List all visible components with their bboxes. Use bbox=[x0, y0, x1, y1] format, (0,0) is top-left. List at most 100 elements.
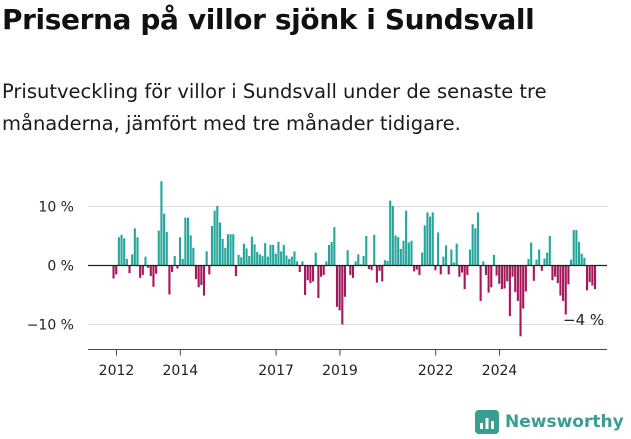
bar bbox=[213, 210, 216, 266]
bar bbox=[314, 252, 317, 266]
bar bbox=[274, 253, 277, 266]
bar bbox=[272, 244, 275, 266]
bar bbox=[554, 265, 557, 277]
bar bbox=[256, 251, 259, 266]
bar bbox=[476, 212, 480, 266]
bar bbox=[296, 261, 299, 266]
bar bbox=[415, 265, 418, 270]
bar bbox=[160, 181, 163, 266]
bar bbox=[157, 230, 160, 266]
bar bbox=[407, 242, 410, 266]
bar bbox=[506, 265, 509, 282]
bar bbox=[572, 230, 575, 266]
bar bbox=[421, 252, 424, 266]
x-tick-label: 2019 bbox=[322, 363, 358, 379]
brand-name: Newsworthy bbox=[505, 412, 624, 432]
bar bbox=[242, 243, 245, 266]
bar bbox=[163, 213, 166, 266]
bar bbox=[540, 265, 543, 271]
bar bbox=[234, 265, 237, 277]
bar bbox=[588, 265, 591, 283]
bar bbox=[125, 259, 128, 266]
bar bbox=[487, 265, 490, 293]
bar bbox=[325, 261, 328, 266]
bar bbox=[173, 256, 176, 266]
bar bbox=[498, 265, 501, 284]
bar bbox=[471, 224, 474, 266]
bar bbox=[264, 243, 267, 266]
bar bbox=[548, 236, 551, 266]
bar bbox=[418, 265, 421, 275]
bar bbox=[269, 244, 272, 266]
bar bbox=[519, 265, 522, 337]
bar bbox=[559, 265, 562, 296]
chart-subtitle: Prisutveckling för villor i Sundsvall un… bbox=[2, 80, 547, 135]
x-tick-label: 2022 bbox=[418, 363, 454, 379]
bar bbox=[266, 256, 269, 266]
bar bbox=[179, 237, 182, 266]
bar bbox=[184, 217, 187, 266]
bar bbox=[346, 250, 349, 266]
bar bbox=[458, 265, 461, 277]
bar bbox=[402, 240, 405, 266]
bar bbox=[186, 217, 190, 266]
bar bbox=[522, 265, 525, 309]
newsworthy-chart-icon bbox=[475, 410, 499, 434]
bar bbox=[304, 265, 307, 295]
bar bbox=[399, 248, 402, 266]
bar bbox=[570, 259, 573, 266]
bar bbox=[117, 237, 120, 266]
bar bbox=[434, 265, 437, 271]
bar bbox=[327, 244, 331, 266]
bar bbox=[258, 254, 261, 266]
bar bbox=[524, 265, 527, 292]
bar bbox=[171, 265, 174, 272]
bar bbox=[455, 243, 458, 266]
bar bbox=[216, 205, 219, 266]
bar bbox=[591, 265, 594, 286]
bar bbox=[248, 256, 251, 266]
bar bbox=[165, 231, 168, 266]
bar bbox=[490, 265, 493, 288]
bar bbox=[460, 265, 464, 273]
bar bbox=[452, 262, 456, 266]
bar bbox=[155, 265, 158, 274]
bar bbox=[516, 265, 519, 301]
bar bbox=[120, 234, 123, 266]
bar bbox=[208, 265, 211, 275]
bar bbox=[370, 265, 373, 271]
bar bbox=[447, 265, 450, 275]
bar bbox=[136, 237, 139, 266]
bar bbox=[535, 259, 538, 266]
bar bbox=[147, 265, 150, 268]
bar bbox=[583, 257, 586, 266]
bar bbox=[556, 265, 559, 284]
bar bbox=[532, 265, 535, 281]
bar bbox=[391, 205, 394, 266]
bar bbox=[593, 265, 597, 290]
bar bbox=[293, 251, 296, 266]
bar bbox=[426, 212, 429, 266]
bar bbox=[218, 222, 222, 266]
bar bbox=[511, 265, 514, 277]
bar bbox=[567, 265, 570, 285]
bar bbox=[335, 265, 339, 307]
bar bbox=[181, 259, 184, 266]
bar bbox=[261, 256, 264, 266]
bar bbox=[479, 265, 482, 301]
annotation-label: −4 % bbox=[563, 311, 604, 329]
bar bbox=[543, 258, 546, 266]
bar bbox=[245, 248, 248, 266]
bar bbox=[514, 265, 517, 293]
bar bbox=[338, 265, 341, 311]
bar bbox=[221, 238, 224, 266]
bar bbox=[437, 232, 440, 266]
bar bbox=[301, 261, 304, 266]
bar bbox=[373, 234, 376, 266]
bar bbox=[378, 265, 381, 271]
bar bbox=[386, 260, 389, 266]
bar bbox=[312, 265, 315, 282]
bar bbox=[527, 259, 530, 266]
bar bbox=[306, 265, 309, 281]
bar bbox=[288, 259, 291, 266]
